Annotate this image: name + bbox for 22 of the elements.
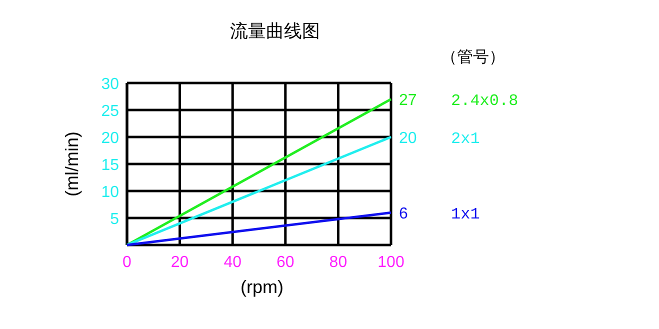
x-tick-label: 0 [122,254,132,271]
y-tick-label: 20 [101,130,120,147]
y-tick-label: 10 [101,184,120,201]
y-tick-label: 15 [101,157,120,174]
text: 2x1 [451,130,480,148]
y-axis-title: (ml/min) [62,132,82,196]
data-label: 27 [399,92,417,110]
y-tick-label: 30 [101,76,120,93]
x-tick-label: 60 [276,254,294,271]
x-tick-label: 40 [224,254,242,271]
x-tick-label: 80 [329,254,348,271]
text: 2.4x0.8 [451,92,518,110]
chart-title: 流量曲线图 [230,21,320,41]
x-tick-label: 20 [170,254,189,271]
x-axis-title: (rpm) [240,277,284,297]
y-tick-label: 5 [110,211,120,228]
legend-title: （管号） [441,49,505,66]
y-tick-label: 25 [101,103,120,120]
data-label: 6 [399,206,408,223]
text: 1x1 [451,206,480,224]
x-tick-label: 100 [378,254,404,271]
data-label: 20 [399,130,417,147]
